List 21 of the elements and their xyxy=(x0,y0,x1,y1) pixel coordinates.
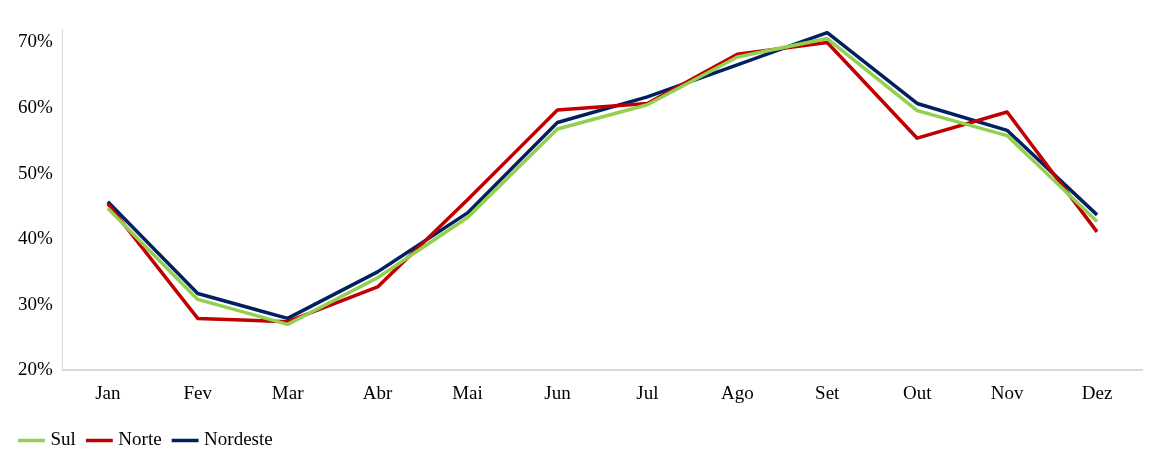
x-tick-label: Abr xyxy=(362,381,394,403)
x-tick-label: Jun xyxy=(544,381,572,403)
y-tick-label: 60% xyxy=(18,96,53,118)
y-tick-label: 40% xyxy=(18,227,53,249)
x-tick-label: Dez xyxy=(1081,381,1113,403)
y-tick-label: 50% xyxy=(18,161,53,183)
x-tick-label: Out xyxy=(902,381,933,403)
x-tick-label: Set xyxy=(815,381,841,403)
x-tick-label: Mar xyxy=(271,381,305,403)
x-tick-label: Ago xyxy=(720,381,754,403)
x-tick-label: Nov xyxy=(990,381,1024,403)
x-tick-label: Jan xyxy=(95,381,121,403)
y-tick-label: 20% xyxy=(18,358,53,380)
legend-label: Sul xyxy=(50,428,76,450)
x-tick-label: Jul xyxy=(636,381,659,403)
x-tick-label: Fev xyxy=(183,381,213,403)
legend-label: Nordeste xyxy=(204,428,273,450)
y-tick-label: 70% xyxy=(18,30,53,52)
y-tick-label: 30% xyxy=(18,292,53,314)
legend-label: Norte xyxy=(118,428,162,450)
x-tick-label: Mai xyxy=(452,381,483,403)
